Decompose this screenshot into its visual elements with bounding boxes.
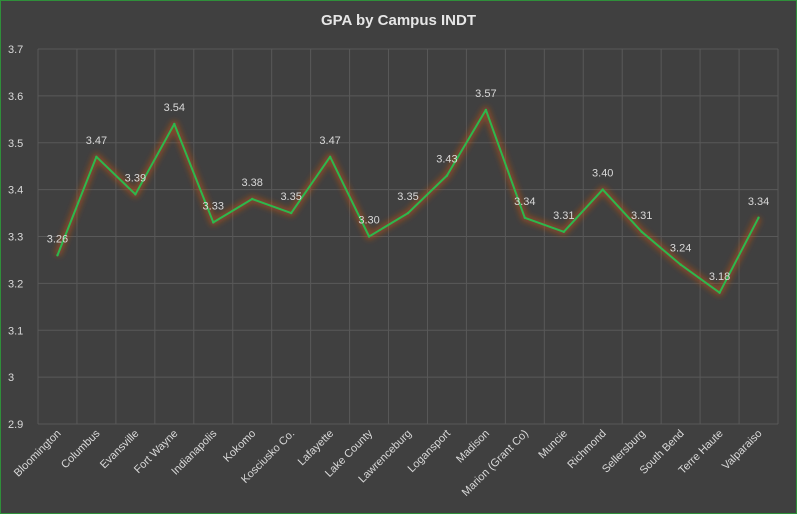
x-tick-label: Valparaiso: [720, 428, 765, 473]
data-point: [679, 263, 682, 266]
y-tick-label: 3: [8, 372, 14, 384]
y-tick-label: 3.4: [8, 185, 23, 197]
data-label: 3.24: [670, 243, 691, 255]
data-point: [640, 230, 643, 234]
y-tick-label: 3.3: [8, 232, 23, 244]
data-label: 3.39: [125, 172, 146, 184]
data-label: 3.34: [748, 196, 769, 208]
y-tick-label: 3.6: [8, 91, 23, 103]
x-tick-label: Kokomo: [221, 428, 258, 465]
data-point: [718, 291, 721, 294]
data-point: [406, 211, 410, 215]
data-point: [212, 221, 215, 224]
data-label: 3.26: [47, 233, 68, 245]
data-label: 3.47: [86, 135, 107, 147]
data-point: [173, 122, 176, 126]
data-label: 3.35: [280, 191, 301, 203]
data-point: [757, 216, 760, 219]
x-tick-label: Logansport: [406, 428, 453, 475]
data-label: 3.31: [631, 210, 652, 222]
data-point: [251, 197, 254, 201]
y-tick-label: 2.9: [8, 419, 23, 431]
data-label: 3.18: [709, 271, 730, 283]
data-label: 3.31: [553, 210, 574, 222]
data-point: [484, 108, 488, 112]
y-tick-label: 3.2: [8, 278, 23, 290]
data-label: 3.43: [436, 154, 457, 166]
data-label: 3.30: [358, 215, 379, 227]
data-point: [523, 216, 527, 219]
data-label: 3.47: [319, 135, 340, 147]
data-label: 3.57: [475, 88, 496, 100]
data-label: 3.40: [592, 168, 613, 180]
data-label: 3.54: [164, 102, 185, 114]
y-tick-label: 3.1: [8, 325, 23, 337]
y-tick-label: 3.7: [8, 44, 23, 56]
data-point: [134, 193, 137, 196]
x-tick-label: Columbus: [59, 427, 103, 471]
data-label: 3.34: [514, 196, 535, 208]
data-point: [328, 155, 332, 159]
data-point: [56, 254, 59, 257]
data-point: [95, 155, 98, 159]
data-label: 3.38: [241, 177, 262, 189]
y-tick-label: 3.5: [8, 138, 23, 150]
x-tick-label: Lafayette: [296, 428, 336, 468]
data-point: [445, 174, 449, 177]
data-label: 3.33: [203, 200, 224, 212]
data-point: [367, 235, 371, 238]
chart-title: GPA by Campus INDT: [320, 12, 477, 29]
data-point: [601, 188, 604, 191]
data-point: [289, 211, 293, 215]
x-tick-label: Madison: [454, 428, 492, 466]
x-tick-label: Marion (Grant Co): [460, 428, 531, 499]
data-point: [562, 230, 565, 234]
data-label: 3.35: [397, 191, 418, 203]
x-tick-label: Bloomington: [12, 428, 64, 480]
x-tick-label: Muncie: [536, 428, 570, 462]
